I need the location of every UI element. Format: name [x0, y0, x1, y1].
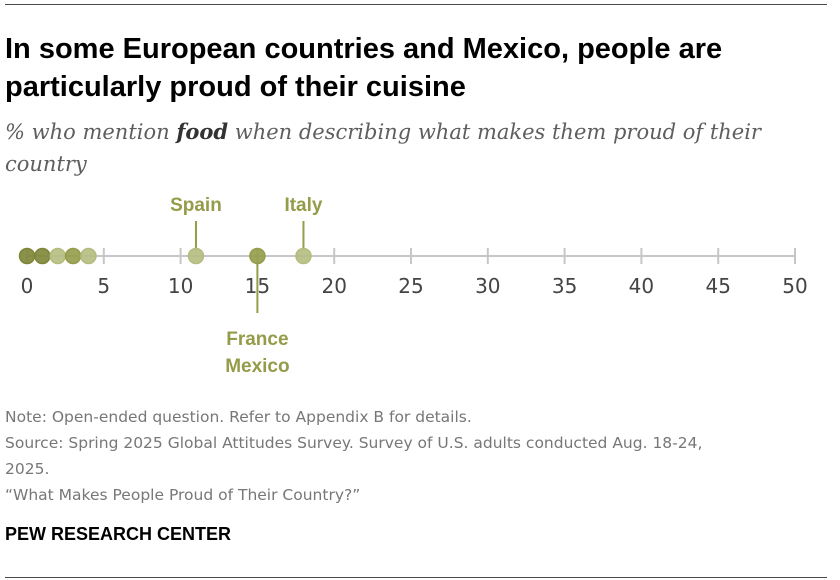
data-points [18, 247, 312, 265]
data-point [49, 247, 66, 265]
data-point [64, 247, 82, 265]
tick-label: 0 [21, 274, 34, 298]
source-line-1: Source: Spring 2025 Global Attitudes Sur… [5, 434, 703, 452]
point-label: Mexico [225, 356, 289, 377]
tick-label: 40 [629, 274, 654, 298]
tick-label: 30 [475, 274, 500, 298]
data-point [18, 247, 36, 265]
top-rule [5, 4, 827, 5]
point-label: Spain [170, 195, 222, 216]
data-point [187, 247, 205, 265]
tick-label: 5 [97, 274, 110, 298]
source-line-2: 2025. [5, 460, 50, 478]
tick-label: 50 [782, 274, 807, 298]
tick-label: 20 [321, 274, 346, 298]
note-text: Note: Open-ended question. Refer to Appe… [5, 408, 472, 426]
data-point [295, 247, 312, 265]
country-labels: Spain Italy France Mexico [170, 195, 323, 377]
data-point [80, 247, 97, 265]
subtitle-suffix: when describing what makes them proud of… [5, 120, 761, 176]
report-title: “What Makes People Proud of Their Countr… [5, 486, 361, 504]
label-connectors [194, 221, 305, 313]
tick-label: 45 [705, 274, 730, 298]
tick-label: 10 [168, 274, 193, 298]
bottom-rule [5, 577, 827, 578]
x-axis: 0 5 10 15 20 25 30 35 40 45 50 [21, 248, 808, 298]
point-label: Italy [284, 195, 322, 216]
footnotes: Note: Open-ended question. Refer to Appe… [5, 404, 815, 508]
title-line-1: In some European countries and Mexico, p… [5, 33, 723, 65]
tick-label: 35 [552, 274, 577, 298]
pew-logo-text: PEW RESEARCH CENTER [5, 524, 232, 544]
data-point [249, 247, 266, 265]
subtitle-prefix: % who mention [5, 120, 177, 144]
title-line-2: particularly proud of their cuisine [5, 71, 466, 103]
tick-label: 25 [398, 274, 423, 298]
subtitle-emphasis: food [176, 119, 229, 144]
chart-subtitle: % who mention food when describing what … [5, 116, 805, 180]
data-point [34, 247, 51, 265]
dot-plot-chart: 0 5 10 15 20 25 30 35 40 45 50 Spain ItalyFranceMex… [18, 195, 808, 377]
chart-title: In some European countries and Mexico, p… [5, 30, 825, 106]
point-label: France [226, 329, 288, 350]
